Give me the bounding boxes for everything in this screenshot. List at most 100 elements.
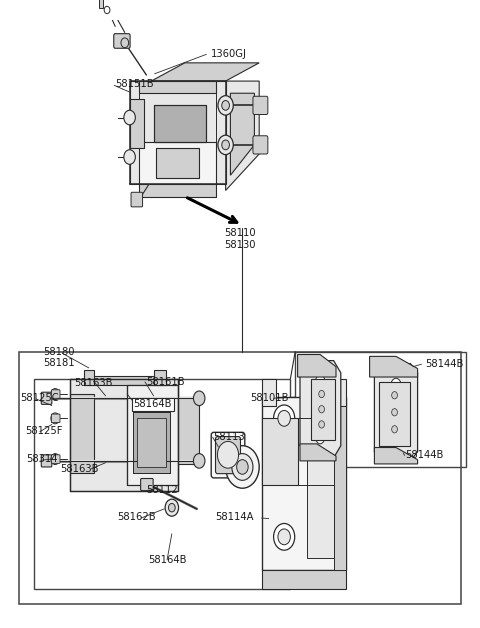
Circle shape: [193, 453, 205, 468]
FancyBboxPatch shape: [253, 96, 268, 114]
Polygon shape: [298, 355, 336, 377]
Circle shape: [218, 135, 233, 154]
Circle shape: [193, 391, 205, 406]
Polygon shape: [156, 148, 199, 178]
Polygon shape: [130, 81, 226, 185]
Circle shape: [274, 405, 295, 431]
Polygon shape: [331, 379, 346, 406]
Circle shape: [232, 453, 253, 480]
Text: 58161B: 58161B: [146, 377, 185, 387]
Polygon shape: [127, 385, 178, 485]
Bar: [34, 379, 290, 588]
Polygon shape: [226, 81, 259, 190]
Polygon shape: [154, 106, 206, 142]
Circle shape: [392, 426, 397, 433]
Circle shape: [274, 524, 295, 550]
Polygon shape: [262, 570, 346, 588]
Text: 58110
58130: 58110 58130: [224, 228, 256, 250]
Circle shape: [121, 38, 129, 48]
Text: 58180
58181: 58180 58181: [43, 347, 75, 369]
Text: 58314: 58314: [26, 454, 58, 464]
FancyBboxPatch shape: [131, 192, 143, 207]
Polygon shape: [300, 444, 336, 461]
Text: 58125C: 58125C: [21, 393, 59, 403]
Polygon shape: [70, 379, 178, 491]
Polygon shape: [262, 379, 276, 406]
FancyBboxPatch shape: [51, 455, 60, 463]
Circle shape: [222, 100, 229, 111]
Circle shape: [392, 409, 397, 416]
Circle shape: [237, 460, 248, 474]
Polygon shape: [307, 406, 334, 558]
Polygon shape: [262, 397, 346, 570]
Polygon shape: [130, 99, 144, 148]
Circle shape: [222, 140, 229, 149]
Text: 58112: 58112: [146, 485, 178, 495]
Circle shape: [124, 149, 135, 165]
Ellipse shape: [315, 423, 325, 444]
FancyBboxPatch shape: [51, 414, 60, 423]
Text: 58151B: 58151B: [115, 79, 154, 89]
Circle shape: [51, 453, 60, 465]
Polygon shape: [178, 397, 199, 464]
Polygon shape: [139, 185, 216, 197]
Polygon shape: [133, 412, 170, 473]
Circle shape: [319, 406, 324, 413]
Circle shape: [104, 6, 110, 14]
Ellipse shape: [390, 427, 402, 447]
Circle shape: [226, 446, 259, 488]
FancyBboxPatch shape: [253, 136, 268, 154]
Polygon shape: [334, 406, 346, 570]
Circle shape: [51, 413, 60, 424]
Text: 58164B: 58164B: [133, 399, 172, 409]
Text: 58114A: 58114A: [215, 512, 253, 522]
Polygon shape: [230, 93, 254, 175]
Bar: [99, 0, 103, 8]
Polygon shape: [151, 63, 259, 81]
Text: 58164B: 58164B: [148, 555, 186, 565]
Circle shape: [278, 529, 290, 544]
Text: 58144B: 58144B: [425, 359, 463, 369]
Circle shape: [51, 389, 60, 399]
Polygon shape: [139, 81, 216, 93]
Polygon shape: [154, 370, 166, 385]
FancyBboxPatch shape: [114, 34, 130, 48]
Bar: [19, 352, 461, 604]
Text: 58163B: 58163B: [74, 378, 113, 388]
Polygon shape: [374, 448, 418, 464]
Circle shape: [319, 421, 324, 428]
Text: 58101B: 58101B: [251, 393, 289, 403]
Circle shape: [319, 391, 324, 398]
FancyBboxPatch shape: [41, 455, 52, 467]
Polygon shape: [374, 364, 418, 461]
Polygon shape: [84, 370, 94, 385]
FancyBboxPatch shape: [41, 392, 52, 404]
Polygon shape: [262, 418, 298, 485]
Bar: [295, 352, 466, 467]
Text: 58162B: 58162B: [118, 512, 156, 522]
Text: 58125F: 58125F: [25, 426, 63, 435]
Circle shape: [124, 111, 135, 125]
Ellipse shape: [390, 378, 402, 398]
Circle shape: [278, 411, 290, 426]
FancyBboxPatch shape: [211, 432, 245, 478]
Polygon shape: [379, 382, 410, 446]
Polygon shape: [139, 142, 216, 185]
Circle shape: [218, 95, 233, 115]
Polygon shape: [84, 376, 166, 385]
Polygon shape: [311, 379, 335, 440]
Circle shape: [392, 392, 397, 399]
Text: 58144B: 58144B: [406, 450, 444, 460]
FancyBboxPatch shape: [141, 479, 153, 490]
FancyBboxPatch shape: [216, 436, 240, 474]
Polygon shape: [370, 356, 418, 377]
Ellipse shape: [315, 374, 325, 395]
Text: 58163B: 58163B: [60, 464, 98, 474]
Text: 1360GJ: 1360GJ: [211, 49, 247, 59]
Polygon shape: [70, 394, 94, 473]
Circle shape: [168, 504, 175, 512]
Circle shape: [165, 499, 179, 516]
FancyBboxPatch shape: [51, 390, 60, 398]
Polygon shape: [137, 418, 166, 467]
Polygon shape: [300, 360, 341, 458]
